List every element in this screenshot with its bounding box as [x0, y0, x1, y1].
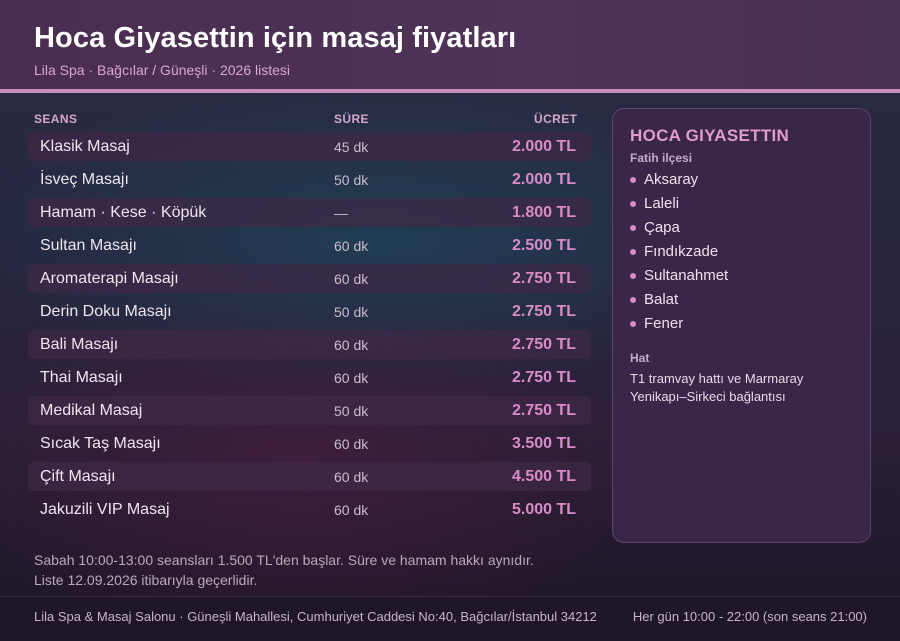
service-price: 2.500 TL [511, 237, 576, 254]
service-duration: 60 dk [334, 337, 369, 353]
list-item: Sultanahmet [630, 267, 728, 291]
bullet-icon [630, 297, 636, 303]
service-duration: 60 dk [334, 238, 369, 254]
service-duration: — [334, 205, 348, 221]
service-duration: 50 dk [334, 403, 369, 419]
table-row: Klasik Masaj 45 dk 2.000 TL [28, 132, 591, 161]
list-item: Fındıkzade [630, 243, 728, 267]
service-price: 2.750 TL [511, 303, 576, 320]
transit-info: T1 tramvay hattı ve Marmaray Yenikapı–Si… [630, 371, 804, 404]
column-header-session: SEANS [34, 112, 78, 126]
service-price: 2.750 TL [511, 336, 576, 353]
neighborhood-name: Fener [644, 315, 684, 332]
neighborhood-name: Aksaray [644, 171, 699, 188]
table-row: Sıcak Taş Masajı 60 dk 3.500 TL [28, 429, 591, 458]
table-row: Aromaterapi Masajı 60 dk 2.750 TL [28, 264, 591, 293]
service-price: 2.750 TL [511, 270, 576, 287]
list-item: Balat [630, 291, 728, 315]
service-price: 4.500 TL [511, 468, 576, 485]
list-item: Çapa [630, 219, 728, 243]
service-name: Bali Masajı [40, 336, 119, 353]
table-row: Jakuzili VIP Masaj 60 dk 5.000 TL [28, 495, 591, 524]
neighborhood-name: Laleli [644, 195, 680, 212]
neighborhood-name: Çapa [644, 219, 680, 236]
bullet-icon [630, 225, 636, 231]
list-item: Aksaray [630, 171, 728, 195]
service-duration: 50 dk [334, 172, 369, 188]
neighborhood-name: Sultanahmet [644, 267, 729, 284]
service-name: Jakuzili VIP Masaj [40, 501, 170, 518]
service-name: Sultan Masajı [40, 237, 137, 254]
neighborhood-list: Aksaray Laleli Çapa Fındıkzade Sultanahm… [630, 171, 728, 339]
page-footer: Lila Spa & Masaj Salonu · Güneşli Mahall… [0, 596, 900, 641]
service-duration: 60 dk [334, 271, 369, 287]
table-row: İsveç Masajı 50 dk 2.000 TL [28, 165, 591, 194]
service-name: Sıcak Taş Masajı [40, 435, 161, 452]
service-duration: 60 dk [334, 370, 369, 386]
service-name: Thai Masajı [40, 369, 123, 386]
location-panel: HOCA GIYASETTIN Fatih ilçesi Aksaray Lal… [612, 108, 871, 543]
page-header: Hoca Giyasettin için masaj fiyatları Lil… [0, 0, 900, 93]
neighborhood-name: Fındıkzade [644, 243, 719, 260]
panel-title: HOCA GIYASETTIN [630, 126, 790, 145]
footer-hours: Her gün 10:00 - 22:00 (son seans 21:00) [632, 609, 867, 624]
list-item: Laleli [630, 195, 728, 219]
service-price: 3.500 TL [511, 435, 576, 452]
bullet-icon [630, 321, 636, 327]
column-header-price: ÜCRET [534, 112, 578, 126]
bullet-icon [630, 177, 636, 183]
service-price: 2.000 TL [511, 138, 576, 155]
service-name: Klasik Masaj [40, 138, 130, 155]
service-name: İsveç Masajı [40, 171, 129, 188]
service-duration: 45 dk [334, 139, 369, 155]
service-price: 5.000 TL [511, 501, 576, 518]
service-name: Derin Doku Masajı [40, 303, 172, 320]
bullet-icon [630, 249, 636, 255]
table-row: Thai Masajı 60 dk 2.750 TL [28, 363, 591, 392]
district-label: Fatih ilçesi [630, 151, 693, 165]
service-price: 2.750 TL [511, 369, 576, 386]
service-price: 1.800 TL [511, 204, 576, 221]
footer-address: Lila Spa & Masaj Salonu · Güneşli Mahall… [34, 609, 597, 624]
page-title: Hoca Giyasettin için masaj fiyatları [34, 22, 517, 54]
service-name: Çift Masajı [40, 468, 116, 485]
footnote-validity: Liste 12.09.2026 itibarıyla geçerlidir. [34, 572, 258, 588]
bullet-icon [630, 201, 636, 207]
table-row: Medikal Masaj 50 dk 2.750 TL [28, 396, 591, 425]
table-row: Bali Masajı 60 dk 2.750 TL [28, 330, 591, 359]
service-price: 2.750 TL [511, 402, 576, 419]
service-name: Aromaterapi Masajı [40, 270, 179, 287]
list-item: Fener [630, 315, 728, 339]
footnote-morning: Sabah 10:00-13:00 seansları 1.500 TL'den… [34, 552, 534, 568]
service-price: 2.000 TL [511, 171, 576, 188]
service-duration: 60 dk [334, 469, 369, 485]
transit-label: Hat [630, 351, 650, 365]
service-duration: 50 dk [334, 304, 369, 320]
service-name: Medikal Masaj [40, 402, 143, 419]
column-header-duration: SÜRE [334, 112, 369, 126]
table-row: Derin Doku Masajı 50 dk 2.750 TL [28, 297, 591, 326]
bullet-icon [630, 273, 636, 279]
service-duration: 60 dk [334, 436, 369, 452]
service-name: Hamam · Kese · Köpük [40, 204, 207, 221]
table-row: Çift Masajı 60 dk 4.500 TL [28, 462, 591, 491]
price-table: Klasik Masaj 45 dk 2.000 TL İsveç Masajı… [28, 132, 591, 528]
page-subtitle: Lila Spa · Bağcılar / Güneşli · 2026 lis… [34, 62, 291, 78]
table-row: Sultan Masajı 60 dk 2.500 TL [28, 231, 591, 260]
service-duration: 60 dk [334, 502, 369, 518]
table-row: Hamam · Kese · Köpük — 1.800 TL [28, 198, 591, 227]
neighborhood-name: Balat [644, 291, 679, 308]
